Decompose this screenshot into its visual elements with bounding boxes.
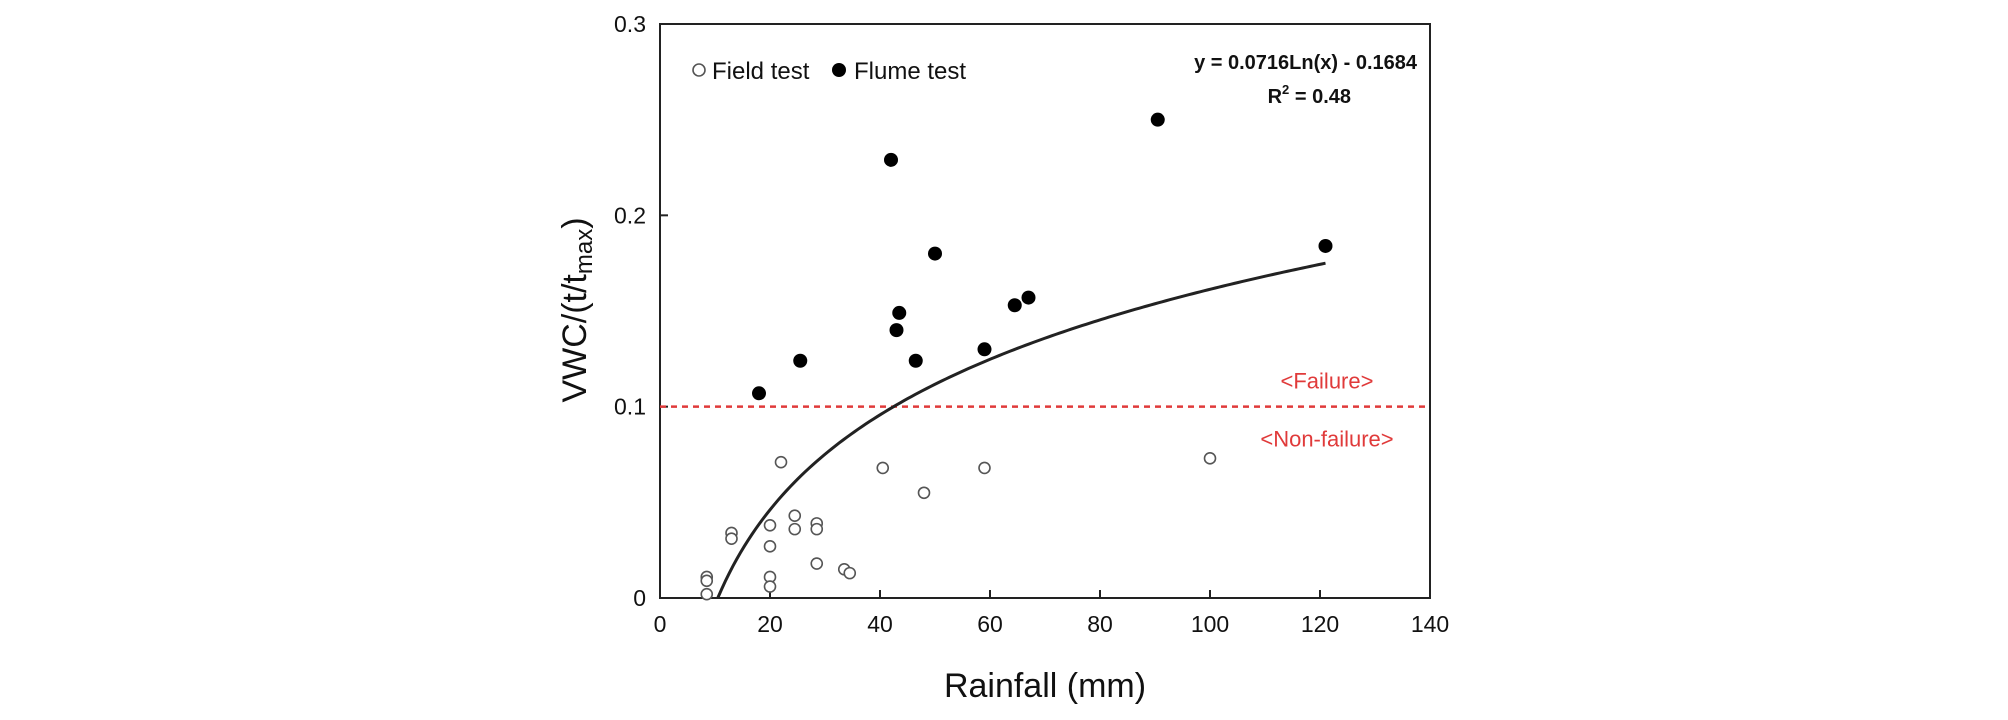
field-test-point <box>917 486 931 500</box>
x-tick-label: 60 <box>977 611 1003 637</box>
fit-curve <box>716 261 1326 599</box>
field-test-point <box>978 461 991 475</box>
field-test-point <box>1203 452 1217 465</box>
legend-field-marker <box>692 63 706 77</box>
x-axis-title: Rainfall (mm) <box>944 667 1146 705</box>
flume-test-point <box>1007 298 1022 313</box>
field-test-point <box>788 509 802 523</box>
x-tick-label: 120 <box>1301 611 1339 637</box>
field-test-point <box>700 574 714 588</box>
fit-equation: y = 0.0716Ln(x) - 0.1684 <box>1194 52 1418 74</box>
flume-test-point <box>793 353 808 368</box>
r-squared-superscript: 2 <box>1282 82 1289 97</box>
x-tick-label: 20 <box>757 611 783 637</box>
x-tick-label: 100 <box>1191 611 1229 637</box>
threshold-layer: <Failure> <Non-failure> <box>660 369 1430 452</box>
field-test-point <box>763 580 777 593</box>
flume-test-point <box>1150 112 1165 127</box>
y-tick-label: 0 <box>633 585 646 611</box>
field-test-point <box>700 587 714 601</box>
flume-test-point <box>884 152 898 167</box>
flume-test-point <box>752 386 766 401</box>
field-test-point <box>810 557 824 570</box>
y-tick-label: 0.2 <box>614 202 646 228</box>
failure-zone-label: <Failure> <box>1281 369 1374 394</box>
field-test-point <box>876 461 890 475</box>
y-axis-title-main: VWC/(t/t <box>556 274 594 403</box>
x-tick-label: 40 <box>867 611 893 637</box>
field-test-point <box>810 522 824 536</box>
fit-r-squared: R2 = 0.48 <box>1268 82 1351 108</box>
r-squared-symbol: R <box>1268 86 1283 108</box>
field-test-point <box>843 566 857 580</box>
flume-test-point <box>928 246 942 261</box>
flume-test-point <box>889 323 904 338</box>
flume-test-point <box>1021 290 1036 305</box>
field-test-point <box>763 518 777 532</box>
r-squared-value: = 0.48 <box>1289 86 1351 108</box>
y-axis-title-close: ) <box>556 217 594 228</box>
flume-test-point <box>892 305 907 320</box>
flume-test-point <box>1318 238 1333 253</box>
non-failure-zone-label: <Non-failure> <box>1260 427 1393 452</box>
legend-field-label: Field test <box>712 58 810 85</box>
legend-flume-label: Flume test <box>854 58 966 85</box>
legend-flume-marker <box>832 63 846 77</box>
y-axis-title: VWC/(t/tmax) <box>556 217 598 402</box>
axes-layer <box>659 23 1431 599</box>
field-test-point <box>725 532 738 545</box>
field-test-point <box>788 522 802 536</box>
field-test-point <box>763 540 777 553</box>
plot-frame <box>659 23 1431 599</box>
x-tick-label: 0 <box>654 611 667 637</box>
x-tick-label: 80 <box>1087 611 1113 637</box>
field-test-point <box>774 455 788 469</box>
flume-test-point <box>908 353 923 368</box>
legend: Field test Flume test <box>692 58 966 85</box>
points-layer <box>700 112 1333 601</box>
ticks-layer: 0 20 40 60 80 100 120 140 0 0.1 0.2 0.3 <box>614 11 1449 637</box>
x-tick-label: 140 <box>1411 611 1449 637</box>
fit-equation-annotation: y = 0.0716Ln(x) - 0.1684 R2 = 0.48 <box>1194 52 1418 108</box>
y-tick-label: 0.3 <box>614 11 646 37</box>
y-tick-label: 0.1 <box>614 394 646 420</box>
fit-layer <box>716 261 1326 599</box>
flume-test-point <box>977 342 992 357</box>
y-axis-title-subscript: max <box>571 229 598 274</box>
